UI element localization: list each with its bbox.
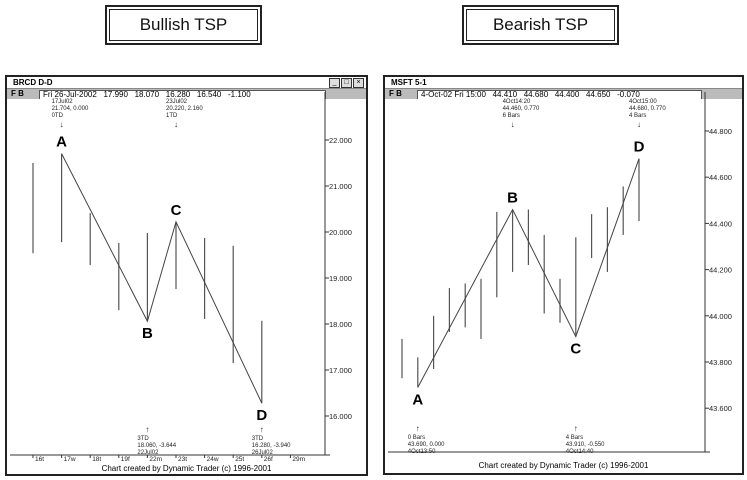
bearish-title: Bearish TSP (492, 15, 589, 34)
arrow-down-icon: ↓ (174, 120, 178, 129)
bullish-title: Bullish TSP (139, 15, 228, 34)
x-tick-label: 16t (35, 456, 44, 463)
pattern-annotation-text: 22Jul02 (137, 450, 159, 456)
pattern-annotation-text: 4Oct14:20 (503, 99, 531, 105)
pattern-annotation-text: 0 Bars (408, 435, 425, 441)
pattern-annotation-text: 4Oct14:40 (566, 449, 594, 455)
chart-footer: Chart created by Dynamic Trader (c) 1996… (478, 461, 649, 470)
arrow-up-icon: ↑ (260, 425, 264, 434)
window-title: BRCD D-D (7, 77, 366, 89)
x-tick-label: 24w (207, 456, 219, 463)
y-tick-label: 43.800 (709, 358, 732, 367)
pattern-annotation-text: 44.460, 0.770 (503, 106, 540, 112)
y-tick-label: 17.000 (329, 366, 352, 375)
pattern-point-D: D (634, 139, 645, 156)
toolbar: F B Fri 26-Jul-2002 17.990 18.070 16.280… (7, 89, 366, 99)
toolbar: F B 4-Oct-02 Fri 15:00 44.410 44.680 44.… (385, 89, 742, 99)
y-tick-label: 18.000 (329, 320, 352, 329)
x-tick-label: 22m (149, 456, 162, 463)
bearish-title-box: Bearish TSP (462, 5, 619, 45)
chart-footer: Chart created by Dynamic Trader (c) 1996… (101, 464, 272, 473)
y-tick-label: 43.600 (709, 404, 732, 413)
pattern-annotation-text: 4Oct13:50 (408, 449, 436, 455)
x-tick-label: 29m (292, 456, 305, 463)
x-tick-label: 26f (264, 456, 273, 463)
pattern-annotation-text: 16.280, -3.940 (252, 443, 291, 449)
window-controls: _ □ × (329, 78, 364, 88)
pattern-annotation-text: 4 Bars (629, 113, 646, 119)
y-tick-label: 44.600 (709, 173, 732, 182)
msft-chart-window: MSFT 5-1 F B 4-Oct-02 Fri 15:00 44.410 4… (383, 75, 744, 475)
arrow-down-icon: ↓ (60, 120, 64, 129)
minimize-button[interactable]: _ (329, 78, 340, 88)
y-tick-label: 44.400 (709, 219, 732, 228)
pattern-point-C: C (171, 202, 182, 219)
x-tick-label: 19f (121, 456, 130, 463)
pattern-annotation-text: 23Jul02 (166, 99, 188, 105)
arrow-down-icon: ↓ (637, 120, 641, 129)
pattern-annotation-text: 18.060, -3.644 (137, 443, 176, 449)
pattern-point-A: A (412, 391, 423, 408)
pattern-annotation-text: 17Jul02 (52, 99, 74, 105)
pattern-point-A: A (56, 134, 67, 151)
bullish-title-box: Bullish TSP (105, 5, 262, 45)
pattern-point-B: B (507, 190, 518, 207)
pattern-annotation-text: 4Oct15:00 (629, 99, 657, 105)
pattern-annotation-text: 21.704, 0.000 (52, 106, 89, 112)
pattern-point-D: D (256, 407, 267, 424)
pattern-annotation-text: 43.910, -0.550 (566, 442, 605, 448)
y-tick-label: 20.000 (329, 228, 352, 237)
y-tick-label: 21.000 (329, 182, 352, 191)
pattern-annotation-text: 26Jul02 (252, 450, 274, 456)
pattern-annotation-text: 20.220, 2.160 (166, 106, 203, 112)
x-tick-label: 18t (92, 456, 101, 463)
close-button[interactable]: × (353, 78, 364, 88)
y-tick-label: 22.000 (329, 136, 352, 145)
arrow-down-icon: ↓ (511, 120, 515, 129)
arrow-up-icon: ↑ (416, 424, 420, 433)
x-tick-label: 23t (178, 456, 187, 463)
pattern-annotation-text: 6 Bars (503, 113, 520, 119)
pattern-point-B: B (142, 325, 153, 342)
pattern-annotation-text: 44.680, 0.770 (629, 106, 666, 112)
chart-0: 22.000 21.000 20.000 19.000 18.000 17.000 16.0… (10, 92, 352, 463)
window-title: MSFT 5-1 (385, 77, 742, 89)
pattern-annotation-text: 1TD (166, 113, 178, 119)
arrow-up-icon: ↑ (145, 425, 149, 434)
toolbar-fb[interactable]: F B (389, 89, 402, 98)
brcd-chart-window: BRCD D-D _ □ × F B Fri 26-Jul-2002 17.99… (5, 75, 368, 476)
chart-1: 44.800 44.600 44.400 44.200 44.000 43.800 43.6… (388, 92, 732, 455)
toolbar-fb[interactable]: F B (11, 89, 24, 98)
y-tick-label: 44.000 (709, 312, 732, 321)
x-tick-label: 17w (64, 456, 76, 463)
quote-readout: 4-Oct-02 Fri 15:00 44.410 44.680 44.400 … (417, 90, 702, 99)
maximize-button[interactable]: □ (341, 78, 352, 88)
y-tick-label: 16.000 (329, 412, 352, 421)
abcd-pattern-line (417, 158, 640, 388)
arrow-up-icon: ↑ (574, 424, 578, 433)
pattern-annotation-text: 43.690, 0.000 (408, 442, 445, 448)
pattern-annotation-text: 3TD (252, 436, 264, 442)
x-tick-label: 25t (235, 456, 244, 463)
pattern-annotation-text: 3TD (137, 436, 149, 442)
abcd-pattern-line (61, 153, 263, 404)
y-tick-label: 19.000 (329, 274, 352, 283)
y-tick-label: 44.200 (709, 266, 732, 275)
pattern-annotation-text: 0TD (52, 113, 64, 119)
quote-readout: Fri 26-Jul-2002 17.990 18.070 16.280 16.… (39, 90, 326, 99)
y-tick-label: 44.800 (709, 127, 732, 136)
pattern-point-C: C (570, 341, 581, 358)
pattern-annotation-text: 4 Bars (566, 435, 583, 441)
